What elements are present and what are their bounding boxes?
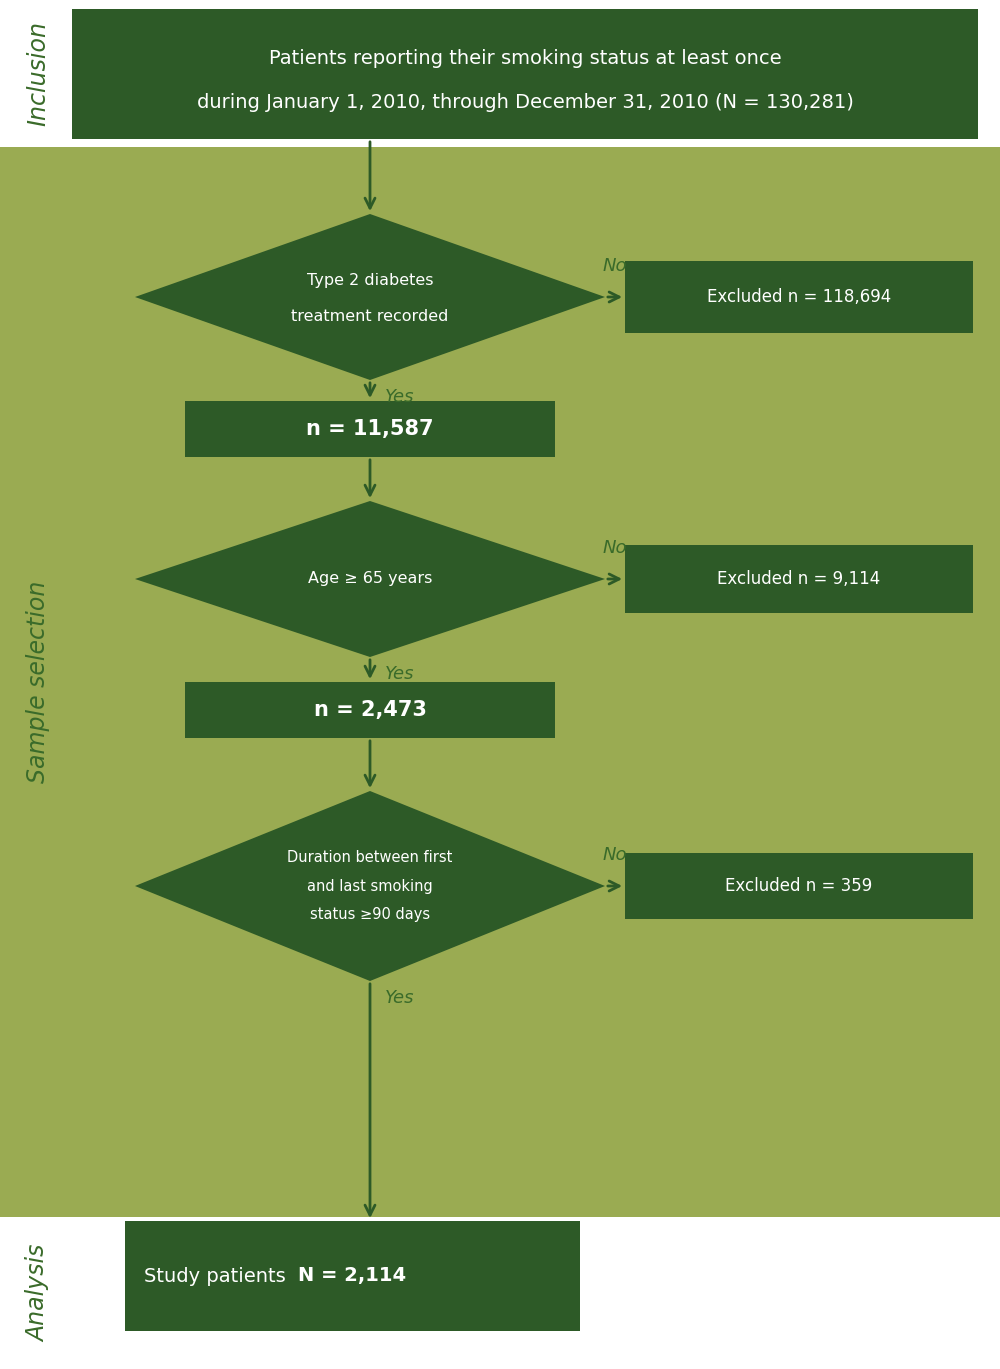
Text: N = 2,114: N = 2,114: [298, 1266, 406, 1285]
FancyBboxPatch shape: [72, 10, 978, 140]
Text: n = 2,473: n = 2,473: [314, 700, 426, 720]
Text: Yes: Yes: [385, 988, 415, 1008]
Text: Excluded n = 118,694: Excluded n = 118,694: [707, 287, 891, 307]
Text: Analysis: Analysis: [26, 1244, 50, 1342]
Text: No: No: [603, 539, 627, 557]
Text: during January 1, 2010, through December 31, 2010 (N = 130,281): during January 1, 2010, through December…: [197, 93, 853, 112]
Text: Patients reporting their smoking status at least once: Patients reporting their smoking status …: [269, 49, 781, 68]
FancyBboxPatch shape: [625, 545, 973, 613]
Text: No: No: [603, 257, 627, 275]
Text: treatment recorded: treatment recorded: [291, 309, 449, 324]
Polygon shape: [135, 501, 605, 657]
Text: Sample selection: Sample selection: [26, 580, 50, 783]
FancyBboxPatch shape: [185, 682, 555, 738]
Polygon shape: [135, 214, 605, 381]
Text: Study patients: Study patients: [144, 1266, 298, 1285]
Bar: [0, 0, 1000, 146]
Text: Inclusion: Inclusion: [26, 21, 50, 126]
Text: Excluded n = 359: Excluded n = 359: [725, 878, 873, 895]
Text: Duration between first: Duration between first: [287, 850, 453, 865]
Text: No: No: [603, 846, 627, 864]
Bar: [0, 1217, 1000, 1369]
FancyBboxPatch shape: [125, 1221, 580, 1331]
FancyBboxPatch shape: [625, 853, 973, 919]
Text: Excluded n = 9,114: Excluded n = 9,114: [717, 570, 881, 589]
Text: Type 2 diabetes: Type 2 diabetes: [307, 274, 433, 289]
Bar: [0, 146, 1000, 1217]
Text: and last smoking: and last smoking: [307, 879, 433, 894]
FancyBboxPatch shape: [625, 261, 973, 333]
Text: Yes: Yes: [385, 387, 415, 407]
FancyBboxPatch shape: [185, 401, 555, 457]
Text: Age ≥ 65 years: Age ≥ 65 years: [308, 571, 432, 586]
Polygon shape: [135, 791, 605, 982]
Text: n = 11,587: n = 11,587: [306, 419, 434, 439]
Text: Yes: Yes: [385, 665, 415, 683]
Text: status ≥90 days: status ≥90 days: [310, 906, 430, 921]
